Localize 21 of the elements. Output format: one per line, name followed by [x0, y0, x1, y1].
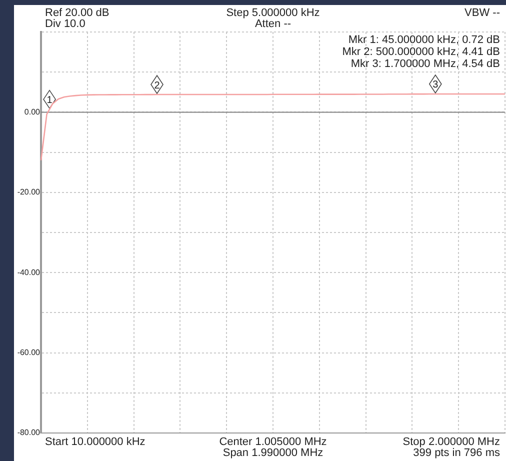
annotation: Mkr 3: 1.700000 MHz, 4.54 dB — [350, 58, 500, 70]
text: Atten -- — [254, 18, 292, 30]
text: Span 1.990000 MHz — [222, 447, 324, 459]
text: Center 1.005000 MHz — [219, 436, 327, 448]
annotation: 3 — [432, 80, 439, 91]
y-tick-label: -20.00 — [17, 188, 41, 197]
y-tick-label: -60.00 — [17, 348, 41, 358]
y-tick-label: -40.00 — [17, 268, 41, 277]
annotation: 1 — [46, 95, 53, 106]
y-tick-label: 0.00 — [24, 107, 41, 116]
y-tick-label: -80.00 — [17, 428, 41, 438]
text: Step 5.000000 kHz — [226, 7, 320, 19]
text: Stop 2.000000 MHz — [402, 436, 500, 448]
chart-title: Ref 20.00 dB — [45, 7, 110, 19]
text: Div 10.0 — [45, 18, 86, 30]
annotation: 2 — [154, 80, 160, 92]
annotation: Mkr 1: 45.000000 kHz, 0.72 dB — [348, 34, 500, 46]
text: Start 10.000000 kHz — [45, 436, 146, 448]
annotation: Mkr 2: 500.000000 kHz, 4.41 dB — [342, 46, 500, 58]
text: VBW -- — [464, 7, 500, 19]
text: 399 pts in 796 ms — [413, 447, 500, 459]
